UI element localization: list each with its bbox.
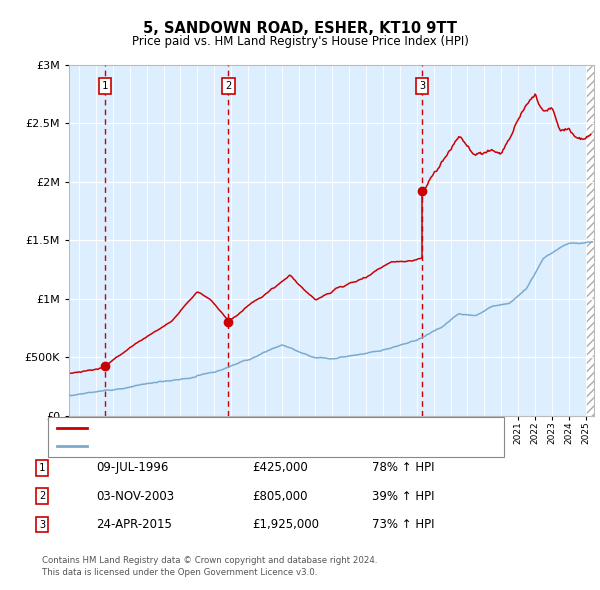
Bar (586, 65, 594, 416)
Text: 1: 1 (102, 81, 108, 91)
Text: 09-JUL-1996: 09-JUL-1996 (96, 461, 169, 474)
Text: 2: 2 (39, 491, 45, 501)
Text: Price paid vs. HM Land Registry's House Price Index (HPI): Price paid vs. HM Land Registry's House … (131, 35, 469, 48)
Text: 1: 1 (39, 463, 45, 473)
Text: 5, SANDOWN ROAD, ESHER, KT10 9TT (detached house): 5, SANDOWN ROAD, ESHER, KT10 9TT (detach… (93, 423, 401, 433)
Text: 2: 2 (225, 81, 232, 91)
Text: 39% ↑ HPI: 39% ↑ HPI (372, 490, 434, 503)
Text: £805,000: £805,000 (252, 490, 308, 503)
Text: £1,925,000: £1,925,000 (252, 518, 319, 531)
Text: 73% ↑ HPI: 73% ↑ HPI (372, 518, 434, 531)
Text: 03-NOV-2003: 03-NOV-2003 (96, 490, 174, 503)
Text: 5, SANDOWN ROAD, ESHER, KT10 9TT: 5, SANDOWN ROAD, ESHER, KT10 9TT (143, 21, 457, 36)
Text: 24-APR-2015: 24-APR-2015 (96, 518, 172, 531)
Text: HPI: Average price, detached house, Elmbridge: HPI: Average price, detached house, Elmb… (93, 441, 351, 451)
Text: Contains HM Land Registry data © Crown copyright and database right 2024.
This d: Contains HM Land Registry data © Crown c… (42, 556, 377, 577)
Text: 3: 3 (419, 81, 425, 91)
Text: £425,000: £425,000 (252, 461, 308, 474)
Text: 78% ↑ HPI: 78% ↑ HPI (372, 461, 434, 474)
Text: 3: 3 (39, 520, 45, 529)
